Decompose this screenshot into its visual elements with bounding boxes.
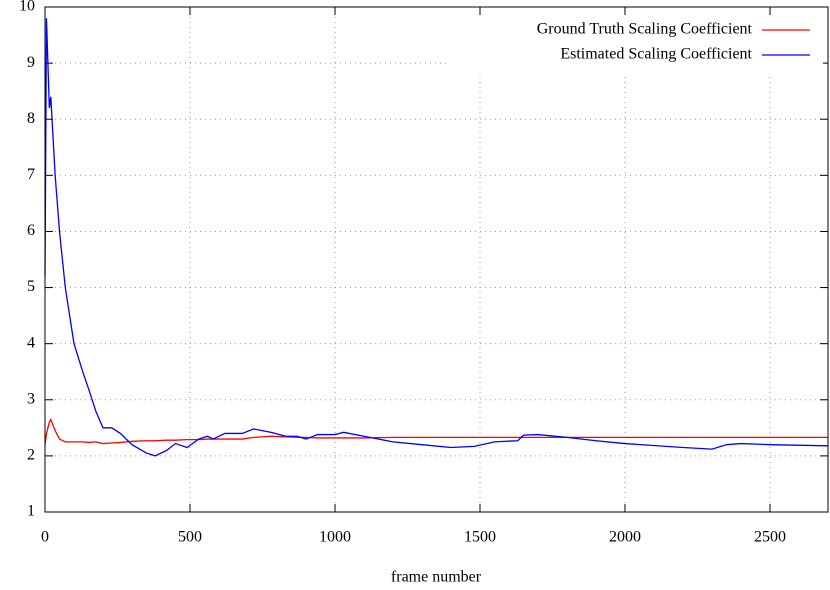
y-tick-label: 2: [27, 447, 35, 464]
line-series: [44, 417, 828, 445]
y-tick-label: 9: [27, 54, 35, 71]
x-tick-label: 0: [41, 529, 49, 546]
x-tick-label: 1500: [464, 529, 496, 546]
legend-box: [450, 17, 823, 73]
y-tick-label: 4: [27, 334, 35, 351]
legend-label: Estimated Scaling Coefficient: [560, 46, 752, 63]
x-tick-label: 2000: [609, 529, 641, 546]
y-tick-label: 5: [27, 278, 35, 295]
x-axis-label: frame number: [391, 569, 482, 586]
x-tick-label: 2500: [754, 529, 786, 546]
x-tick-label: 1000: [319, 529, 351, 546]
y-tick-label: 3: [27, 390, 35, 407]
plot-frame: [44, 6, 829, 513]
y-tick-label: 8: [27, 110, 35, 127]
y-tick-label: 1: [27, 503, 35, 520]
x-tick-label: 500: [178, 529, 202, 546]
legend-label: Ground Truth Scaling Coefficient: [537, 21, 753, 38]
y-tick-label: 6: [27, 222, 35, 239]
y-tick-label: 10: [19, 0, 35, 15]
line-series: [44, 18, 829, 457]
y-tick-label: 7: [27, 166, 35, 183]
